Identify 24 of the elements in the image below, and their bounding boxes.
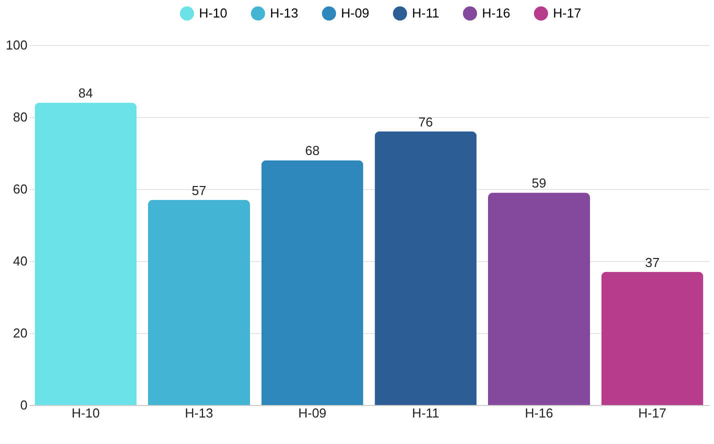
y-tick-label: 100 [6, 38, 28, 52]
x-tick-label: H-17 [638, 406, 666, 420]
legend-label: H-16 [482, 5, 510, 20]
data-label: 76 [418, 114, 433, 130]
x-tick-label: H-16 [524, 406, 554, 420]
data-label: 59 [532, 176, 546, 191]
legend-label: H-13 [270, 5, 298, 20]
y-tick-label: 40 [13, 254, 28, 268]
y-tick-label: 20 [13, 326, 28, 340]
x-tick-label: H-09 [298, 406, 326, 420]
legend-label: H-10 [199, 5, 228, 20]
data-label: 57 [192, 182, 206, 198]
data-label: 68 [305, 143, 320, 158]
x-tick-label: H-11 [412, 406, 440, 420]
legend-label: H-09 [341, 5, 370, 20]
x-tick-label: H-13 [184, 406, 214, 420]
data-label: 84 [78, 86, 93, 101]
legend-label: H-17 [553, 5, 582, 20]
y-tick-label: 60 [13, 182, 28, 196]
x-tick-label: H-10 [72, 406, 100, 420]
y-tick-label: 0 [20, 398, 28, 412]
data-label: 37 [645, 254, 660, 270]
y-tick-label: 80 [13, 110, 28, 124]
legend-label: H-11 [412, 5, 440, 20]
